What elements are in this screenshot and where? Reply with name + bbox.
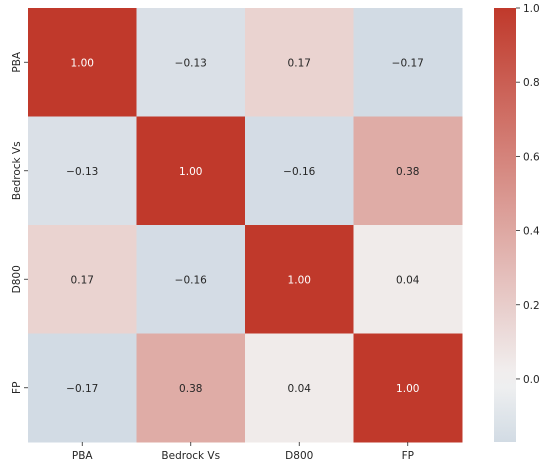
heatmap-cell-label: −0.17 <box>66 383 98 395</box>
heatmap-cell-label: −0.16 <box>283 166 315 178</box>
heatmap-cell-labels: 1.00 −0.13 0.17 −0.17 −0.13 1.00 −0.16 0.38 0.17… <box>66 57 424 395</box>
heatmap-cell-label: −0.13 <box>66 166 98 178</box>
heatmap-cell <box>245 333 354 443</box>
heatmap-cell <box>353 116 463 226</box>
heatmap-cell <box>136 225 246 334</box>
heatmap-cell <box>353 333 463 443</box>
heatmap-cell <box>136 8 246 117</box>
colorbar-tick-label: 0.4 <box>523 226 540 238</box>
heatmap-cell <box>245 225 354 334</box>
x-tick-label: PBA <box>72 450 94 462</box>
y-tick-label: FP <box>11 382 23 394</box>
heatmap-cell-label: −0.13 <box>175 57 207 69</box>
heatmap-cell-label: 0.17 <box>288 57 311 69</box>
heatmap-cell <box>353 225 463 334</box>
colorbar-tick-label: 0.2 <box>523 300 540 312</box>
heatmap-cell <box>136 116 246 226</box>
y-tick-label: D800 <box>11 265 23 293</box>
heatmap-cell <box>353 8 463 117</box>
heatmap-cells <box>28 8 463 443</box>
heatmap-cell <box>136 333 246 443</box>
heatmap-cell <box>245 8 354 117</box>
colorbar-tick-label: 0.6 <box>523 151 540 163</box>
colorbar: 1.0 0.8 0.6 0.4 0.2 0.0 <box>494 3 540 442</box>
heatmap-cell <box>245 116 354 226</box>
heatmap-cell-label: 1.00 <box>179 166 202 178</box>
heatmap-cell-label: −0.17 <box>392 57 424 69</box>
heatmap-cell-label: 1.00 <box>71 57 94 69</box>
heatmap-cell <box>28 116 137 226</box>
heatmap-cell <box>28 333 137 443</box>
x-tick-label: FP <box>402 450 414 462</box>
colorbar-tick-label: 0.0 <box>523 374 540 386</box>
x-tick-label: Bedrock Vs <box>161 450 220 462</box>
x-tick-label: D800 <box>285 450 313 462</box>
colorbar-gradient <box>494 8 516 442</box>
heatmap-cell-label: 1.00 <box>288 274 311 286</box>
heatmap-cell-label: −0.16 <box>175 274 207 286</box>
heatmap-cell-label: 1.00 <box>396 383 419 395</box>
heatmap-cell-label: 0.38 <box>396 166 419 178</box>
heatmap-axes: PBA Bedrock Vs D800 FP PBA Bedrock Vs D800 FP <box>11 51 414 462</box>
colorbar-tick-label: 1.0 <box>523 3 540 15</box>
y-tick-label: Bedrock Vs <box>11 141 23 200</box>
heatmap-cell <box>28 8 137 117</box>
colorbar-tick-label: 0.8 <box>523 77 540 89</box>
heatmap-cell <box>28 225 137 334</box>
y-tick-label: PBA <box>11 51 23 73</box>
heatmap-cell-label: 0.38 <box>179 383 202 395</box>
heatmap-cell-label: 0.17 <box>71 274 94 286</box>
heatmap-cell-label: 0.04 <box>396 274 420 286</box>
heatmap-cell-label: 0.04 <box>288 383 312 395</box>
